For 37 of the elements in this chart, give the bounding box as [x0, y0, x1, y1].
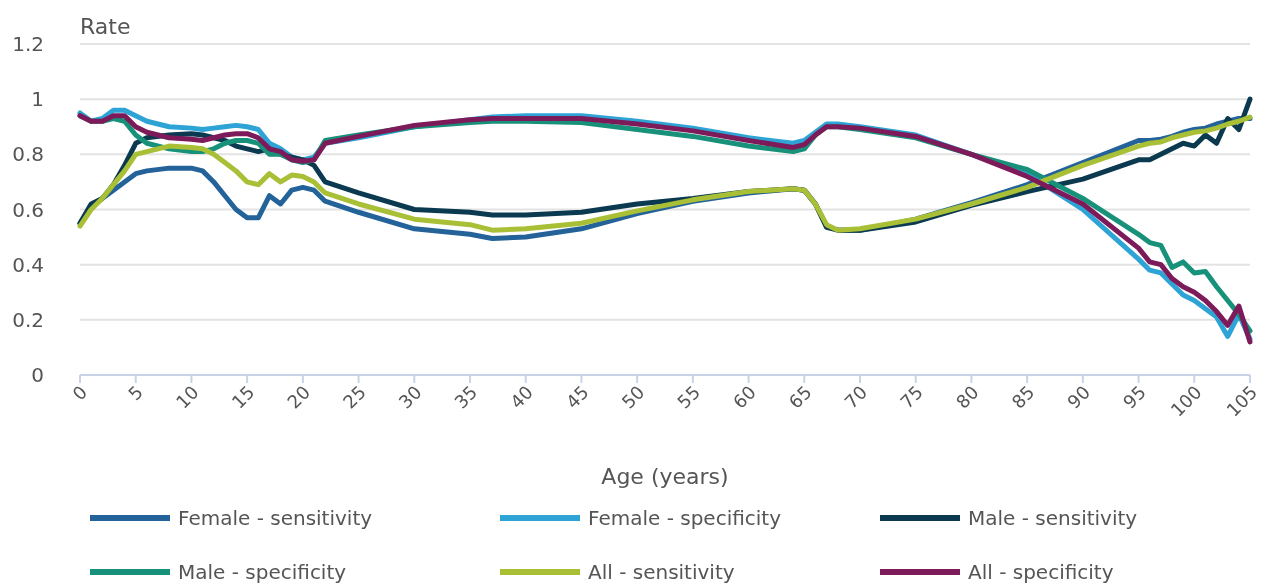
x-axis-title: Age (years): [601, 464, 729, 489]
x-tick-label: 90: [1063, 381, 1095, 413]
y-tick-label: 0: [31, 363, 44, 387]
y-axis-title: Rate: [80, 14, 131, 39]
x-tick-label: 100: [1166, 381, 1206, 421]
x-tick-label: 5: [124, 381, 147, 405]
legend-label: All - specificity: [968, 560, 1114, 584]
x-tick-label: 35: [450, 381, 482, 413]
x-tick-label: 85: [1007, 381, 1039, 413]
x-tick-label: 40: [505, 381, 537, 413]
x-tick-label: 80: [951, 381, 983, 413]
x-tick-label: 50: [617, 381, 649, 413]
x-tick-label: 60: [728, 381, 760, 413]
x-tick-label: 70: [840, 381, 872, 413]
x-tick-label: 65: [784, 381, 816, 413]
x-tick-label: 55: [673, 381, 705, 413]
legend-label: Male - specificity: [178, 560, 347, 584]
y-tick-label: 0.6: [12, 197, 44, 222]
x-tick-label: 25: [338, 381, 370, 413]
y-tick-label: 1.2: [12, 32, 44, 56]
x-tick-label: 105: [1222, 381, 1262, 421]
x-tick-label: 75: [895, 381, 927, 413]
legend-label: All - sensitivity: [588, 560, 735, 584]
y-tick-label: 0.8: [12, 142, 44, 167]
x-tick-label: 10: [171, 381, 203, 413]
legend-label: Female - sensitivity: [178, 506, 373, 530]
y-tick-label: 0.4: [12, 252, 44, 277]
x-tick-label: 30: [394, 381, 426, 413]
legend-label: Male - sensitivity: [968, 506, 1138, 530]
x-tick-label: 20: [283, 381, 315, 413]
x-tick-label: 95: [1118, 381, 1150, 413]
x-tick-label: 45: [561, 381, 593, 413]
legend-label: Female - specificity: [588, 506, 782, 530]
y-tick-label: 1: [31, 87, 44, 112]
x-tick-label: 0: [68, 381, 92, 405]
y-tick-label: 0.2: [12, 307, 44, 332]
x-tick-label: 15: [227, 381, 259, 413]
